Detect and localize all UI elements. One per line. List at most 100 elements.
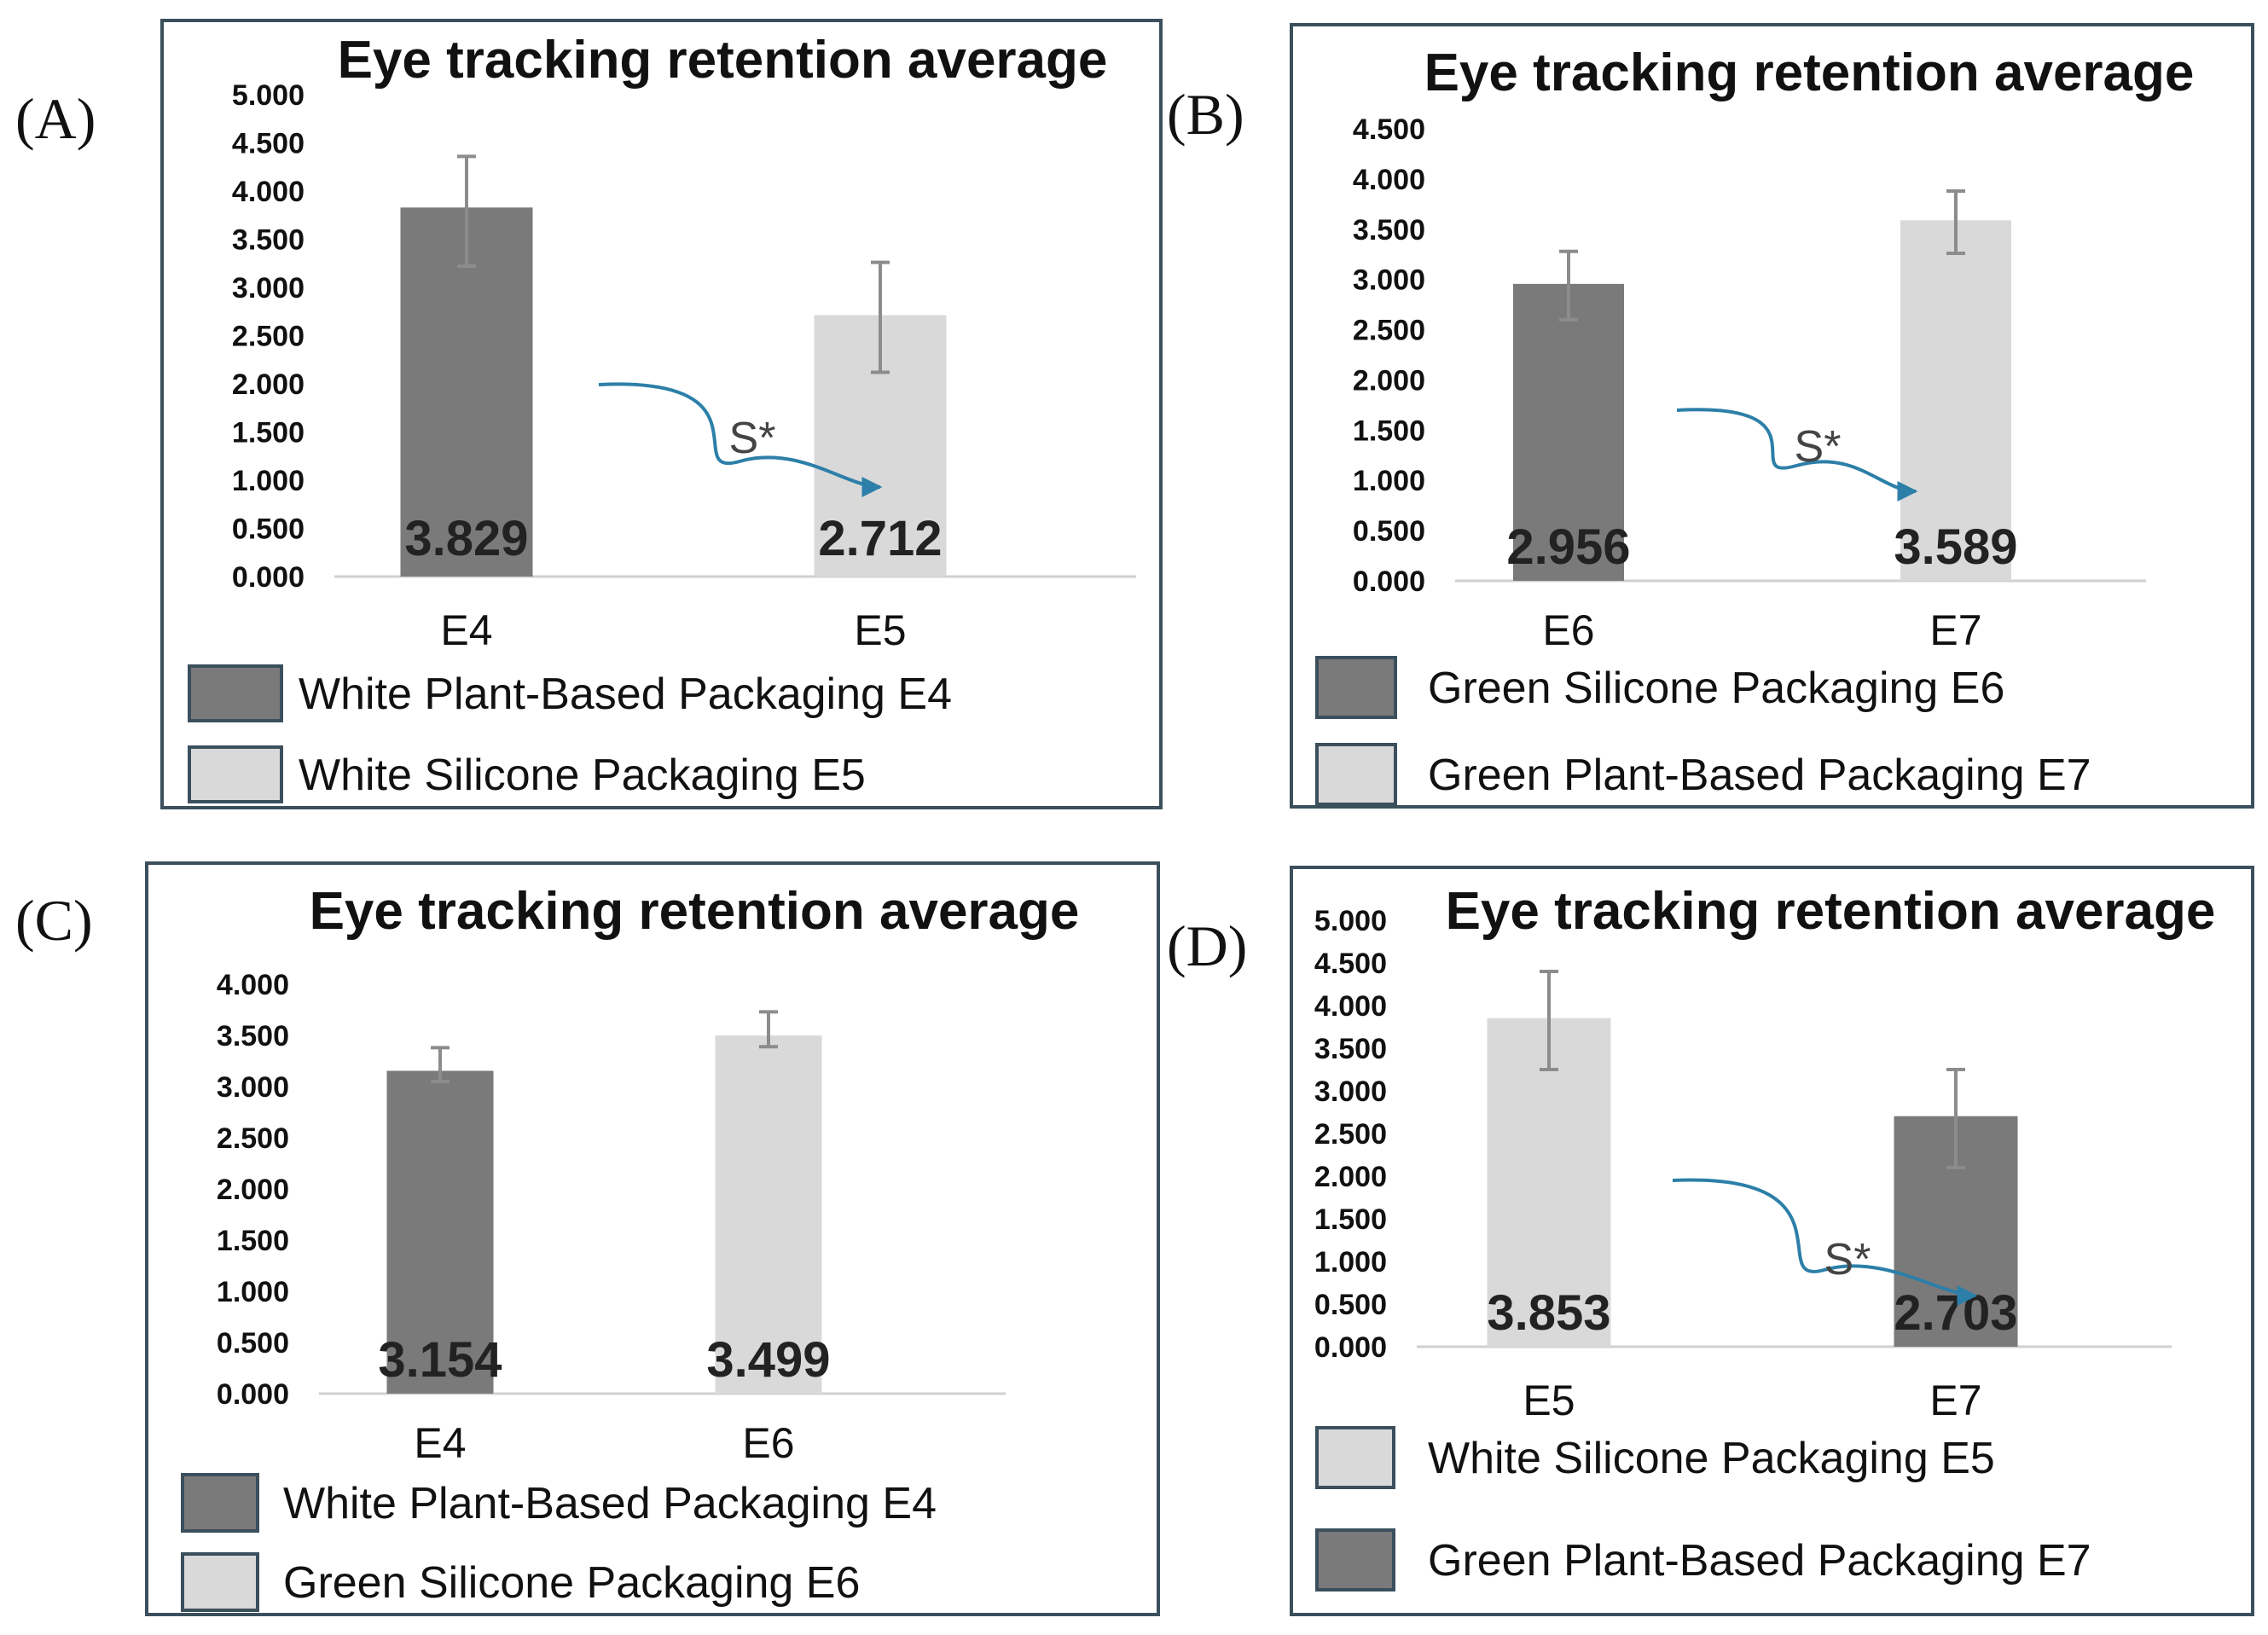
significance-arrow xyxy=(1676,408,1918,502)
legend-swatch xyxy=(1315,1426,1395,1489)
error-bar xyxy=(871,260,890,374)
panel-label-a: (A) xyxy=(15,86,96,151)
error-bar xyxy=(457,154,476,269)
legend-label: White Plant-Based Packaging E4 xyxy=(283,1479,937,1528)
legend-label: Green Plant-Based Packaging E7 xyxy=(1428,751,2091,800)
y-tick-label: 5.000 xyxy=(232,79,305,112)
significance-arrow xyxy=(1672,1178,1978,1306)
significance-label: S* xyxy=(1795,422,1842,472)
chart-panel-b: Eye tracking retention average 0.000 0.500… xyxy=(1290,23,2254,809)
value-label-e5: 3.853 xyxy=(1487,1285,1610,1341)
chart-panel-c: Eye tracking retention average 0.000 0.500… xyxy=(145,861,1160,1616)
value-label-e6: 3.499 xyxy=(706,1332,830,1388)
bar-e6 xyxy=(715,1035,822,1394)
category-label-e4: E4 xyxy=(440,606,492,654)
value-label-e6: 2.956 xyxy=(1506,519,1630,575)
chart-title-c: Eye tracking retention average xyxy=(310,882,1080,941)
y-tick-label: 3.500 xyxy=(232,224,305,257)
bar-e4 xyxy=(400,207,533,577)
error-bar xyxy=(1540,970,1558,1071)
legend-swatch xyxy=(1315,743,1397,806)
y-tick-label: 1.000 xyxy=(1314,1246,1387,1278)
category-label-e7: E7 xyxy=(1929,606,1981,654)
panel-label-d: (D) xyxy=(1167,913,1248,978)
chart-panel-a: Eye tracking retention average 0.000 0.500… xyxy=(160,19,1163,809)
chart-title-d: Eye tracking retention average xyxy=(1446,882,2216,941)
legend-swatch xyxy=(1315,1528,1395,1592)
error-bar xyxy=(1946,1068,1965,1169)
value-label-e7: 2.703 xyxy=(1894,1285,2017,1341)
category-label-e6: E6 xyxy=(1542,606,1594,654)
chart-title-a: Eye tracking retention average xyxy=(338,31,1108,90)
y-tick-label: 5.000 xyxy=(1314,905,1387,937)
y-tick-label: 0.000 xyxy=(217,1378,289,1411)
legend-swatch xyxy=(1315,656,1397,719)
category-label-e5: E5 xyxy=(854,606,906,654)
y-tick-label: 2.000 xyxy=(232,368,305,401)
panel-label-c: (C) xyxy=(15,888,93,953)
significance-arrow xyxy=(598,382,883,497)
y-tick-label: 4.000 xyxy=(232,176,305,208)
y-tick-label: 0.000 xyxy=(1353,565,1425,598)
significance-label: S* xyxy=(1824,1235,1871,1284)
error-bar xyxy=(1559,249,1578,322)
bar-e6 xyxy=(1513,283,1624,581)
y-tick-label: 3.000 xyxy=(1314,1076,1387,1108)
y-tick-label: 1.500 xyxy=(217,1225,289,1257)
chart-c-svg: Eye tracking retention average 0.000 0.500… xyxy=(181,882,1080,1612)
category-label-e4: E4 xyxy=(414,1419,466,1467)
chart-title-b: Eye tracking retention average xyxy=(1424,43,2195,102)
y-tick-label: 0.000 xyxy=(232,561,305,594)
panel-label-b: (B) xyxy=(1167,82,1244,147)
chart-panel-d: Eye tracking retention average 0.000 0.500… xyxy=(1290,866,2254,1616)
value-label-e5: 2.712 xyxy=(818,511,942,566)
legend-label: Green Silicone Packaging E6 xyxy=(1428,664,2004,713)
y-tick-label: 4.500 xyxy=(1353,113,1425,146)
y-tick-label: 0.500 xyxy=(232,513,305,546)
legend-label: White Silicone Packaging E5 xyxy=(1428,1434,1995,1483)
y-tick-label: 4.000 xyxy=(217,969,289,1001)
y-tick-label: 4.000 xyxy=(1353,164,1425,196)
bar-e5 xyxy=(1487,1018,1611,1347)
y-tick-label: 1.000 xyxy=(232,465,305,497)
legend-label: Green Plant-Based Packaging E7 xyxy=(1428,1536,2091,1586)
legend-swatch xyxy=(181,1473,259,1533)
y-tick-label: 4.500 xyxy=(232,128,305,160)
category-label-e7: E7 xyxy=(1929,1377,1981,1424)
legend-label: Green Silicone Packaging E6 xyxy=(283,1558,860,1608)
y-tick-label: 2.500 xyxy=(232,321,305,353)
legend-label: White Plant-Based Packaging E4 xyxy=(299,670,952,719)
y-tick-label: 3.000 xyxy=(217,1071,289,1104)
chart-d-svg: Eye tracking retention average 0.000 0.500… xyxy=(1314,882,2216,1592)
bar-e7 xyxy=(1900,220,2011,581)
y-tick-label: 3.500 xyxy=(1314,1033,1387,1065)
y-tick-label: 1.500 xyxy=(1314,1203,1387,1236)
y-tick-label: 0.500 xyxy=(217,1327,289,1360)
legend-swatch xyxy=(188,664,283,722)
category-label-e6: E6 xyxy=(742,1419,794,1467)
value-label-e4: 3.154 xyxy=(378,1332,502,1388)
y-tick-label: 2.500 xyxy=(1353,315,1425,347)
y-tick-label: 2.000 xyxy=(1314,1161,1387,1193)
y-tick-label: 2.500 xyxy=(217,1122,289,1155)
y-tick-label: 1.000 xyxy=(217,1276,289,1308)
y-tick-label: 0.000 xyxy=(1314,1331,1387,1364)
y-tick-label: 2.000 xyxy=(217,1174,289,1206)
y-tick-label: 3.000 xyxy=(1353,264,1425,297)
error-bar xyxy=(1946,189,1965,256)
y-tick-label: 1.000 xyxy=(1353,465,1425,497)
y-tick-label: 0.500 xyxy=(1314,1289,1387,1321)
y-tick-label: 1.500 xyxy=(232,417,305,449)
significance-label: S* xyxy=(729,414,776,463)
y-tick-label: 4.500 xyxy=(1314,948,1387,980)
y-tick-label: 4.000 xyxy=(1314,990,1387,1023)
y-tick-label: 2.000 xyxy=(1353,364,1425,397)
y-tick-label: 1.500 xyxy=(1353,415,1425,447)
y-tick-label: 0.500 xyxy=(1353,515,1425,548)
chart-a-svg: Eye tracking retention average 0.000 0.500… xyxy=(188,31,1136,803)
bar-e4 xyxy=(386,1070,494,1394)
y-tick-label: 2.500 xyxy=(1314,1118,1387,1151)
y-tick-label: 3.000 xyxy=(232,272,305,304)
legend-swatch xyxy=(181,1552,259,1612)
value-label-e7: 3.589 xyxy=(1894,519,2017,575)
